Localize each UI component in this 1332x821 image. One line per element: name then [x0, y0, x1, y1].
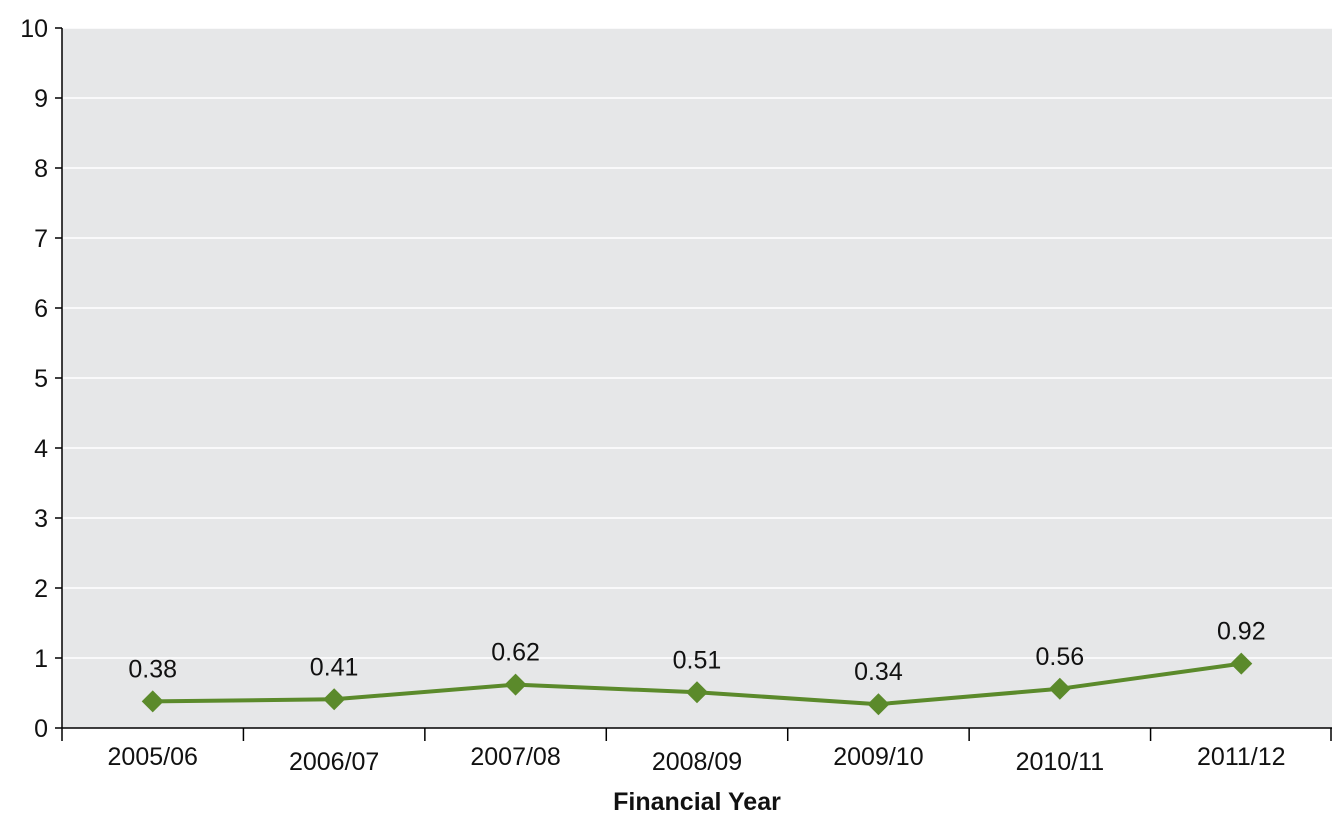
axes	[55, 27, 1332, 741]
x-tick-label: 2005/06	[108, 743, 198, 771]
x-tick-label: 2010/11	[1016, 748, 1105, 776]
y-tick-label: 2	[34, 575, 48, 603]
x-tick-label: 2008/09	[652, 748, 742, 776]
data-label: 0.56	[1036, 643, 1085, 671]
data-labels: 0.38 0.41 0.62 0.51 0.34 0.56 0.92	[128, 618, 1265, 687]
data-label: 0.38	[128, 655, 177, 683]
y-tick-label: 10	[20, 15, 48, 43]
data-label: 0.51	[673, 646, 722, 674]
x-tick-label: 2011/12	[1197, 743, 1286, 771]
data-point-marker	[504, 673, 527, 696]
series-line-group	[141, 652, 1253, 716]
x-tick-label: 2007/08	[470, 743, 560, 771]
data-point-marker	[323, 688, 346, 711]
y-tick-label: 6	[34, 295, 48, 323]
data-point-marker	[686, 681, 708, 704]
x-tick-labels: 2005/06 2006/07 2007/08 2008/09 2009/10 2010/…	[108, 743, 1286, 776]
x-tick-label: 2009/10	[833, 743, 923, 771]
data-label: 0.92	[1217, 618, 1266, 646]
data-label: 0.62	[491, 639, 540, 667]
y-tick-label: 9	[34, 85, 48, 113]
data-point-marker	[141, 690, 164, 713]
x-tick-label: 2006/07	[289, 748, 379, 776]
y-tick-label: 7	[34, 225, 48, 253]
y-tick-label: 5	[34, 365, 48, 393]
y-tick-labels: 0 1 2 3 4 5 6 7 8 9 10	[20, 15, 48, 743]
y-tick-label: 4	[34, 435, 48, 463]
x-axis-title: Financial Year	[613, 788, 781, 816]
y-tick-label: 8	[34, 155, 48, 183]
data-point-marker	[1048, 677, 1071, 700]
data-point-marker	[1230, 652, 1253, 675]
data-point-marker	[867, 693, 890, 716]
data-label: 0.41	[310, 653, 359, 681]
y-tick-label: 0	[34, 715, 48, 743]
gridlines	[62, 27, 1332, 659]
data-label: 0.34	[854, 658, 903, 686]
y-tick-label: 3	[34, 505, 48, 533]
y-tick-label: 1	[34, 645, 48, 673]
